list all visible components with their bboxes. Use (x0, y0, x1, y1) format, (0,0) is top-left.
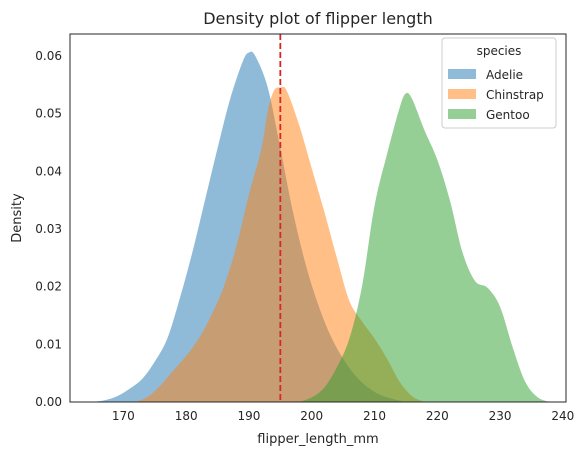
x-tick-label: 240 (551, 409, 574, 423)
x-tick-label: 180 (175, 409, 198, 423)
legend-label-adelie: Adelie (486, 68, 523, 82)
x-tick-label: 200 (300, 409, 323, 423)
chart-title: Density plot of flipper length (203, 9, 433, 28)
x-axis-ticks: 170 180 190 200 210 220 230 240 (112, 409, 574, 423)
legend-title: species (477, 44, 522, 58)
legend-swatch-chinstrap (448, 89, 476, 99)
y-tick-label: 0.05 (35, 107, 62, 121)
x-tick-label: 190 (237, 409, 260, 423)
legend-swatch-gentoo (448, 109, 476, 119)
x-tick-label: 230 (489, 409, 512, 423)
x-axis-label: flipper_length_mm (257, 432, 378, 447)
y-axis-ticks: 0.00 0.01 0.02 0.03 0.04 0.05 0.06 (35, 49, 62, 409)
legend-box (441, 37, 557, 129)
y-tick-label: 0.03 (35, 222, 62, 236)
y-axis-label: Density (10, 193, 25, 243)
y-tick-label: 0.06 (35, 49, 62, 63)
legend: species Adelie Chinstrap Gentoo (441, 37, 557, 129)
y-tick-label: 0.04 (35, 164, 62, 178)
x-tick-label: 210 (363, 409, 386, 423)
legend-swatch-adelie (448, 69, 476, 79)
density-area-gentoo (299, 92, 551, 402)
y-tick-label: 0.02 (35, 280, 62, 294)
x-tick-label: 170 (112, 409, 135, 423)
legend-label-gentoo: Gentoo (486, 108, 530, 122)
y-tick-label: 0.00 (35, 395, 62, 409)
plot-area (91, 34, 551, 403)
plot-frame (69, 33, 567, 403)
legend-label-chinstrap: Chinstrap (486, 88, 544, 102)
x-tick-label: 220 (426, 409, 449, 423)
y-tick-label: 0.01 (35, 337, 62, 351)
